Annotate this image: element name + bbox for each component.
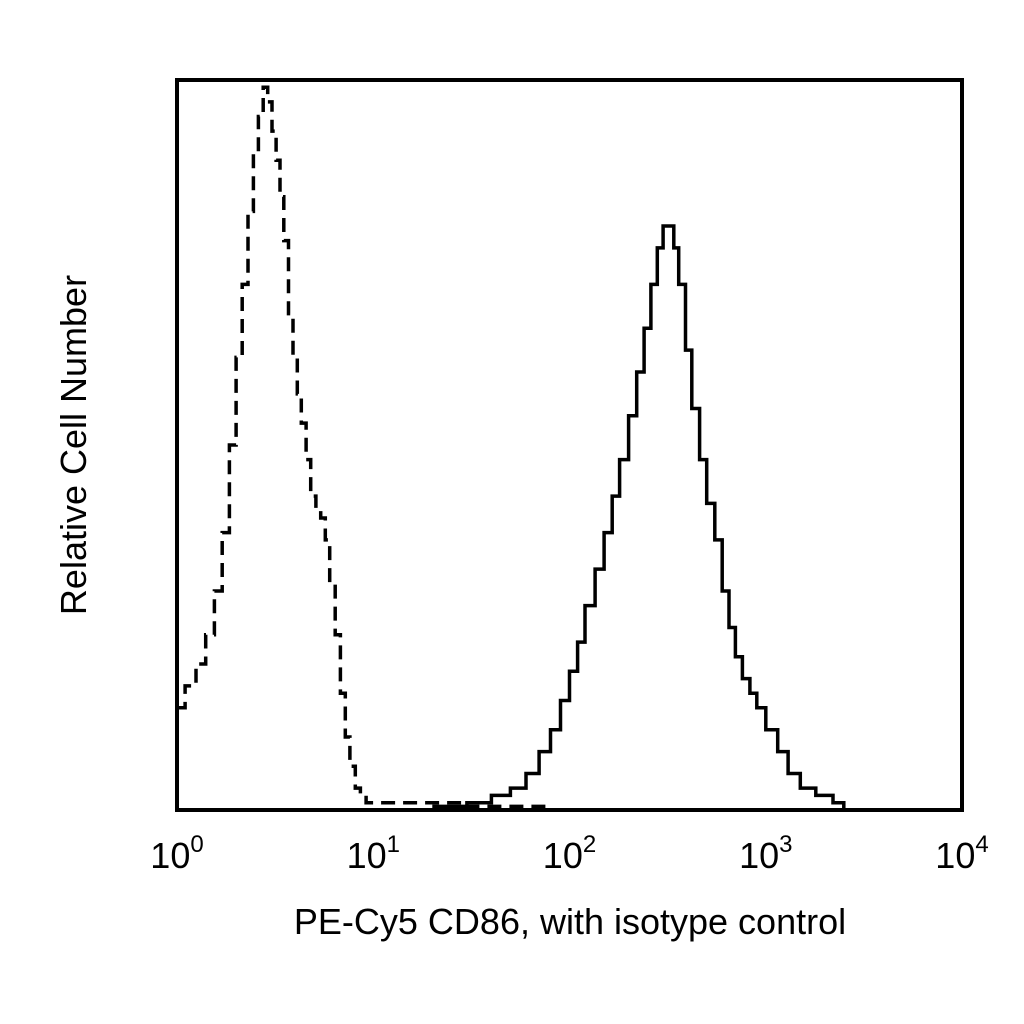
x-tick-label: 103: [739, 831, 792, 876]
y-axis-title: Relative Cell Number: [53, 275, 94, 615]
x-tick-label: 100: [150, 831, 203, 876]
plot-frame: [175, 78, 964, 812]
cd86-histogram: [432, 224, 846, 810]
x-tick-labels: 100 101 102 103 104: [150, 831, 988, 876]
x-tick-label: 101: [347, 831, 400, 876]
x-axis-title: PE-Cy5 CD86, with isotype control: [294, 901, 846, 942]
x-tick-label: 102: [543, 831, 596, 876]
x-tick-label: 104: [935, 831, 988, 876]
isotype-control-histogram: [177, 85, 570, 812]
series-layer: [177, 85, 846, 812]
